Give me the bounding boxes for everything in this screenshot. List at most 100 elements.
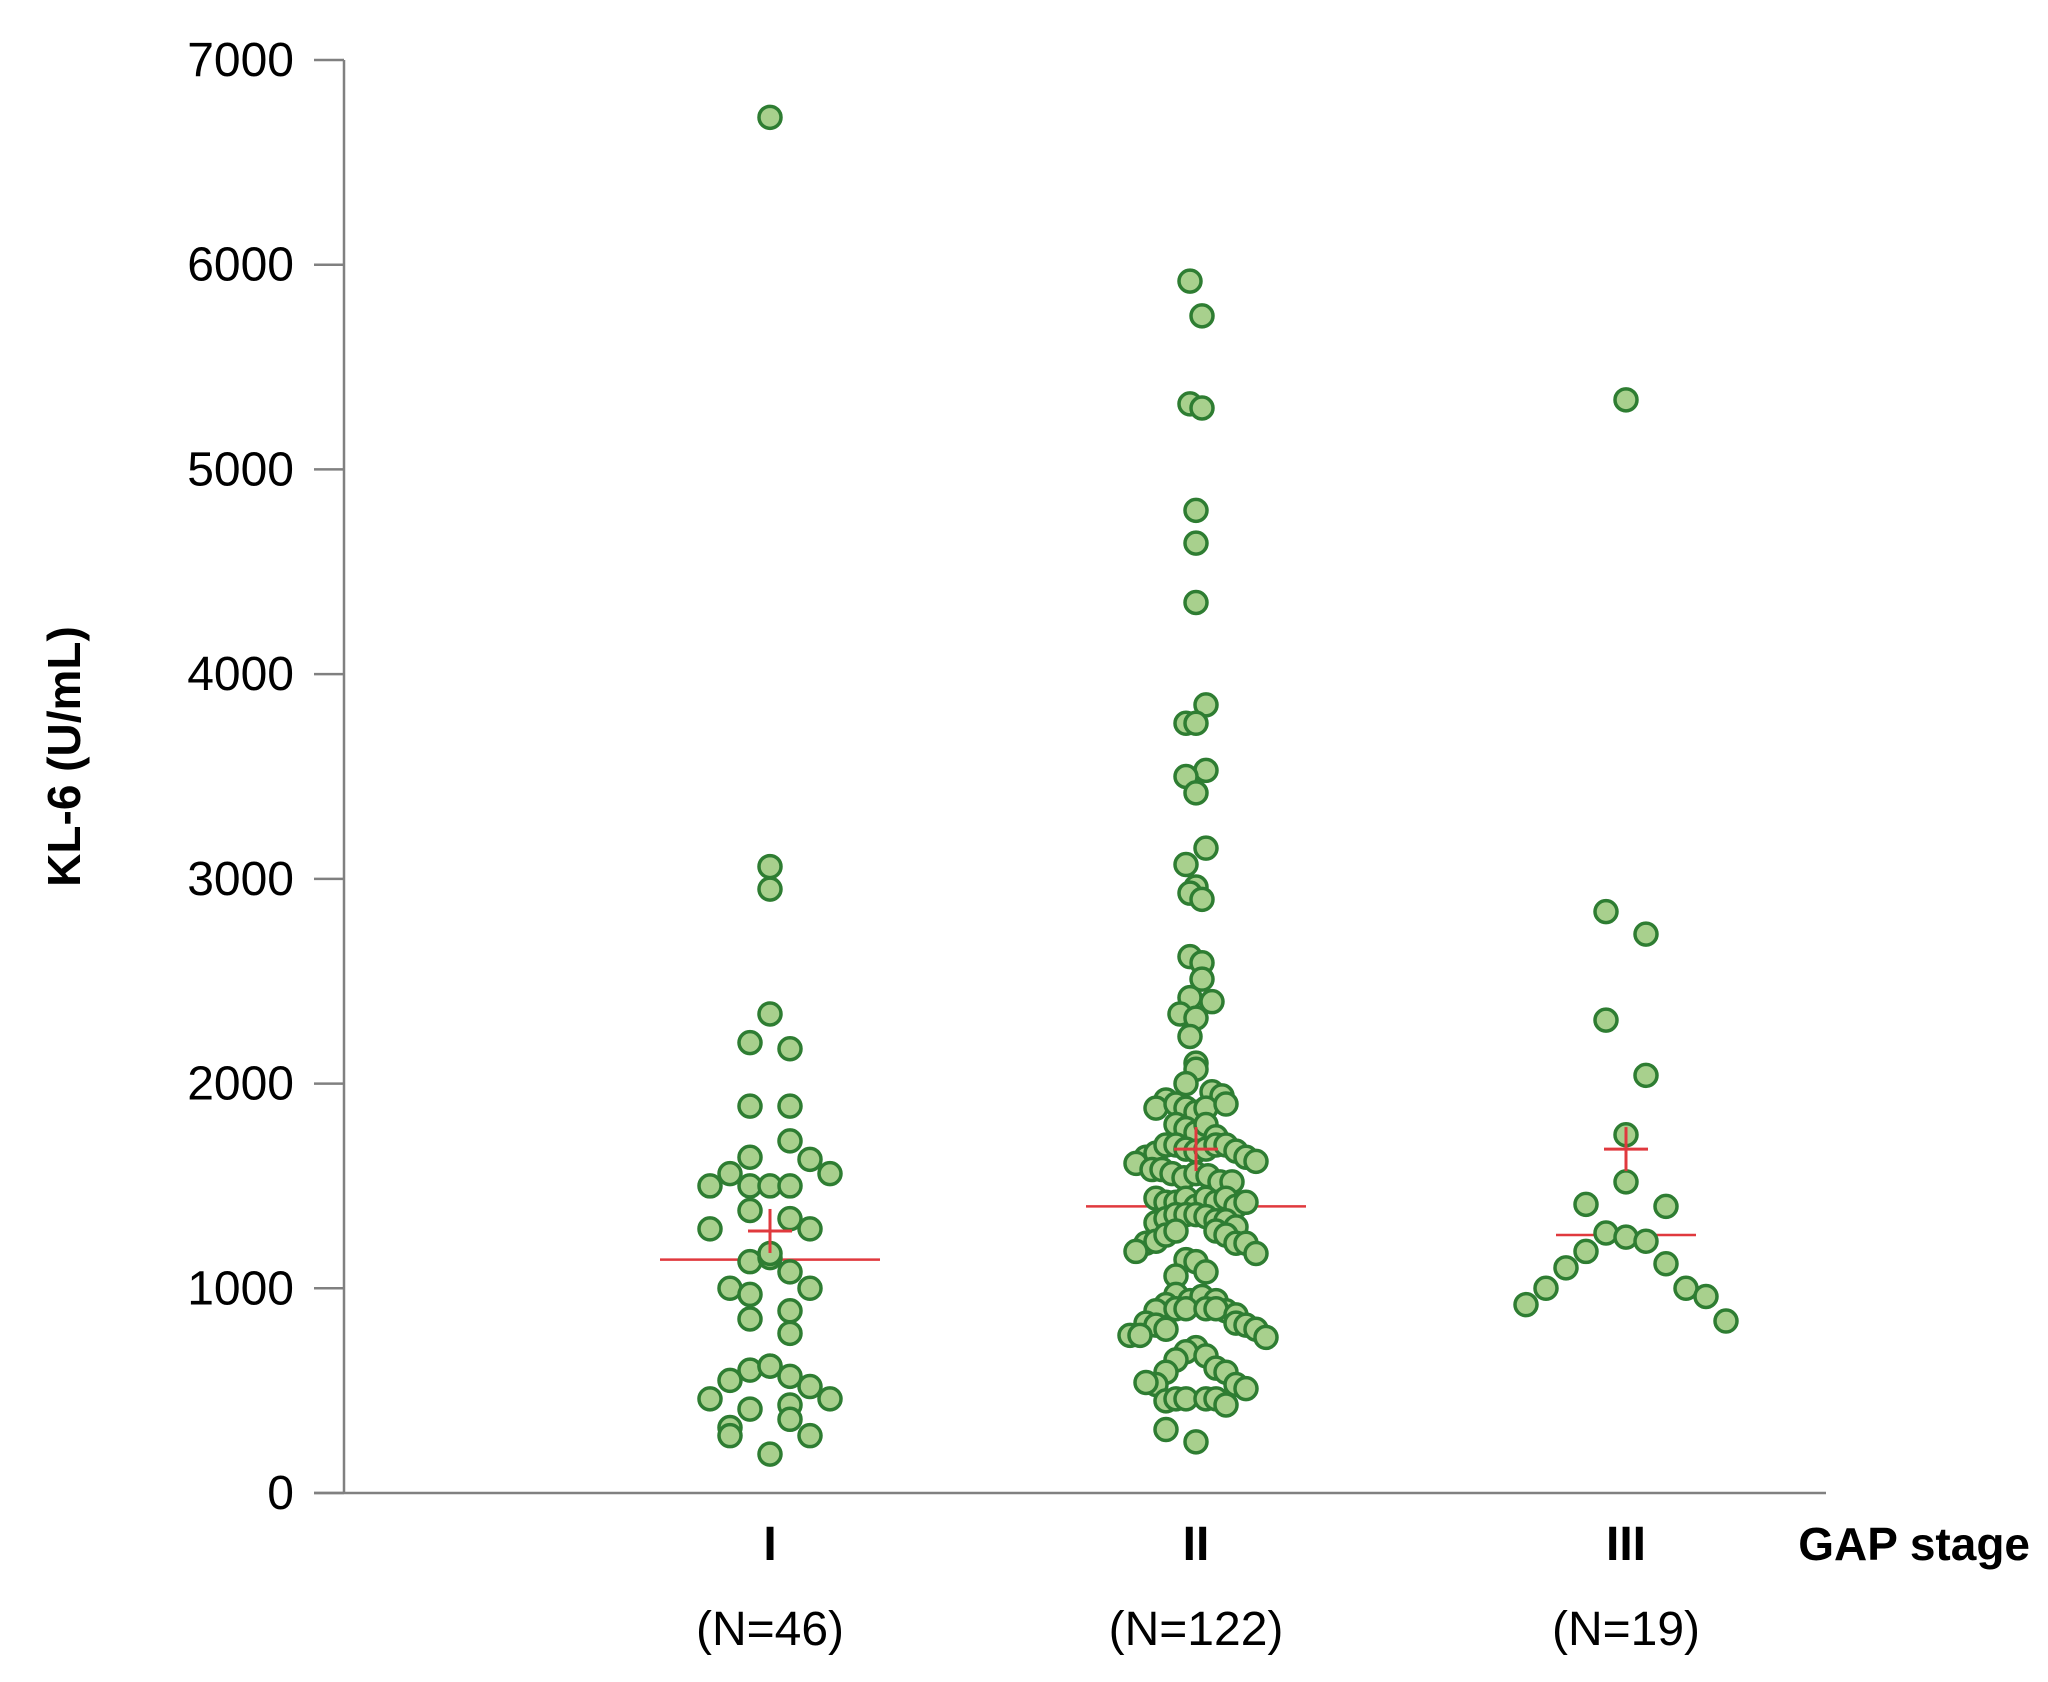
y-tick-label: 3000 [187, 853, 294, 906]
category-label: III [1606, 1518, 1646, 1571]
data-point [1183, 1429, 1209, 1455]
data-point [1593, 1220, 1619, 1246]
data-point [1633, 1228, 1659, 1254]
y-tick-label: 5000 [187, 443, 294, 496]
data-point [1613, 1224, 1639, 1250]
category-label: I [763, 1518, 776, 1571]
data-point [1243, 1240, 1269, 1267]
data-point [1183, 780, 1209, 806]
points-layer [697, 104, 1739, 1467]
data-point [757, 853, 783, 880]
data-point [717, 1422, 743, 1449]
data-point [1189, 886, 1215, 913]
data-point [1143, 1095, 1169, 1121]
sample-size-label: (N=122) [1109, 1603, 1284, 1656]
mean-markers-layer [748, 1127, 1648, 1253]
data-point [717, 1160, 743, 1187]
data-point [1553, 1255, 1579, 1281]
data-point [1189, 395, 1215, 421]
data-point [1633, 1062, 1659, 1089]
x-axis-title: GAP stage [1798, 1518, 2030, 1570]
y-axis-title: KL-6 (U/mL) [38, 626, 90, 887]
y-tick-label: 2000 [187, 1058, 294, 1111]
data-point [1513, 1291, 1539, 1318]
data-point [1183, 497, 1209, 524]
data-point [1233, 1375, 1259, 1402]
data-point [1653, 1250, 1679, 1277]
data-point [1183, 710, 1209, 737]
sample-size-label: (N=46) [696, 1603, 844, 1656]
category-label: II [1183, 1518, 1210, 1571]
data-point [1183, 589, 1209, 616]
data-point [697, 1386, 723, 1412]
y-tick-label: 4000 [187, 648, 294, 701]
data-point [1653, 1193, 1679, 1220]
data-point [737, 1281, 763, 1308]
data-point [777, 1406, 803, 1433]
data-point [1613, 1169, 1639, 1195]
data-point [737, 1396, 763, 1422]
data-point [737, 1093, 763, 1119]
data-point [1633, 921, 1659, 947]
data-point [777, 1093, 803, 1119]
y-tick-label: 0 [267, 1467, 294, 1520]
data-point [737, 1197, 763, 1224]
data-point [1613, 387, 1639, 413]
data-point [1593, 1007, 1619, 1033]
data-point [737, 1306, 763, 1332]
data-point [717, 1367, 743, 1394]
data-point [1243, 1148, 1269, 1175]
data-point [737, 1029, 763, 1056]
data-point [1177, 268, 1203, 294]
data-point [1193, 835, 1219, 861]
data-point [777, 1259, 803, 1285]
data-point [757, 1441, 783, 1467]
data-point [797, 1422, 823, 1449]
data-point [1573, 1238, 1599, 1265]
y-tick-label: 7000 [187, 34, 294, 87]
data-point [737, 1144, 763, 1171]
data-point [1133, 1369, 1159, 1396]
data-point [777, 1128, 803, 1154]
data-point [1593, 898, 1619, 925]
data-point [1193, 1259, 1219, 1285]
data-point [1177, 1023, 1203, 1050]
data-point [757, 1353, 783, 1379]
data-point [757, 1001, 783, 1027]
axes-layer [314, 58, 1826, 1495]
data-point [777, 1173, 803, 1199]
data-point [797, 1146, 823, 1173]
data-point [1173, 1070, 1199, 1097]
data-point [777, 1036, 803, 1062]
data-point [777, 1363, 803, 1390]
data-point [1533, 1275, 1559, 1302]
data-point [777, 1320, 803, 1347]
data-point [797, 1216, 823, 1242]
data-point [797, 1275, 823, 1302]
data-point [1213, 1091, 1239, 1117]
data-point [1213, 1392, 1239, 1418]
data-point [757, 104, 783, 131]
data-point [1163, 1218, 1189, 1244]
data-point [1233, 1189, 1259, 1216]
data-point [757, 876, 783, 902]
data-point [1573, 1191, 1599, 1218]
data-point [697, 1216, 723, 1242]
data-point [1127, 1322, 1153, 1349]
data-point [1199, 988, 1225, 1015]
data-point [1713, 1308, 1739, 1334]
data-point [817, 1160, 843, 1187]
data-point [1123, 1238, 1149, 1265]
y-tick-label: 6000 [187, 239, 294, 292]
data-point [697, 1173, 723, 1199]
data-point [1189, 303, 1215, 329]
y-tick-label: 1000 [187, 1262, 294, 1315]
data-point [817, 1386, 843, 1412]
labels-layer: 0 1000 2000 3000 4000 5000 6000 7000 KL-6 (U/mL)… [38, 34, 2030, 1656]
data-point [797, 1373, 823, 1400]
data-point [777, 1298, 803, 1324]
data-point [1173, 851, 1199, 878]
sample-size-label: (N=19) [1552, 1603, 1700, 1656]
